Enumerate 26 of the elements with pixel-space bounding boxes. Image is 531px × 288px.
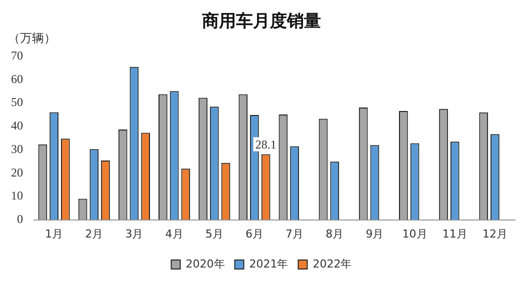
chart-title: 商用车月度销量 [201, 12, 321, 32]
y-tick-label: 20 [11, 165, 23, 180]
x-tick-label: 3月 [125, 227, 144, 240]
x-tick-label: 8月 [326, 227, 344, 240]
y-tick-label: 0 [17, 212, 23, 226]
x-tick-label: 6月 [245, 227, 264, 240]
y-tick-label: 10 [11, 188, 23, 203]
y-tick-label: 50 [11, 95, 23, 110]
y-axis-title: （万辆） [8, 30, 56, 47]
x-tick-label: 12月 [482, 227, 508, 240]
y-tick-label: 40 [11, 118, 23, 133]
y-tick-label: 60 [11, 72, 23, 86]
x-tick-label: 4月 [165, 227, 184, 240]
legend-label: 2021年 [249, 257, 288, 270]
x-tick-label: 1月 [45, 227, 64, 240]
y-tick-label: 70 [11, 48, 23, 63]
x-tick-label: 9月 [366, 227, 384, 240]
legend-label: 2022年 [312, 257, 352, 270]
x-tick-label: 2月 [85, 227, 104, 240]
x-tick-label: 11月 [442, 227, 468, 240]
y-tick-label: 30 [11, 142, 23, 156]
x-tick-label: 10月 [402, 227, 428, 240]
x-tick-label: 7月 [286, 227, 304, 240]
data-label: 28.1 [255, 137, 276, 152]
legend-label: 2020年 [186, 257, 225, 270]
x-tick-label: 5月 [205, 227, 224, 240]
